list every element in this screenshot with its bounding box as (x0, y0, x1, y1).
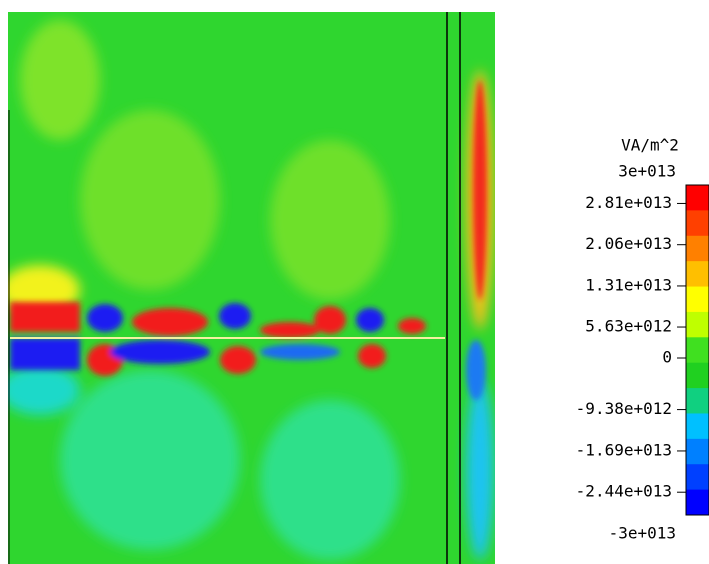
colorbar-tick-label: 2.06e+013 (585, 234, 672, 253)
colorbar-band (686, 337, 709, 364)
colorbar-tick-label: -1.69e+013 (576, 440, 672, 459)
colorbar-band (686, 286, 709, 313)
field-plot (8, 12, 495, 564)
colorbar-band (686, 235, 709, 262)
colorbar-band (686, 311, 709, 338)
colorbar-tick-label: -2.44e+013 (576, 482, 672, 501)
colorbar-band (686, 362, 709, 389)
colorbar-unit: VA/m^2 (621, 136, 679, 155)
colorbar: VA/m^2 (621, 136, 679, 155)
colorbar-band (686, 438, 709, 465)
colorbar-tick-label: -9.38e+012 (576, 399, 672, 418)
colorbar-tick-label: 2.81e+013 (585, 193, 672, 212)
colorbar-tick-label: 1.31e+013 (585, 275, 672, 294)
colorbar-tick-label: 5.63e+012 (585, 317, 672, 336)
colorbar-band (686, 489, 709, 516)
colorbar-band (686, 464, 709, 491)
colorbar-band (686, 388, 709, 414)
colorbar-tick-label: 0 (662, 348, 672, 367)
colorbar-band (686, 261, 709, 288)
colorbar-band (686, 185, 709, 211)
colorbar-min-label: -3e+013 (609, 524, 676, 543)
colorbar-frame (685, 184, 709, 516)
colorbar-band (686, 413, 709, 440)
colorbar-max-label: 3e+013 (618, 162, 676, 181)
colorbar-band (686, 210, 709, 237)
